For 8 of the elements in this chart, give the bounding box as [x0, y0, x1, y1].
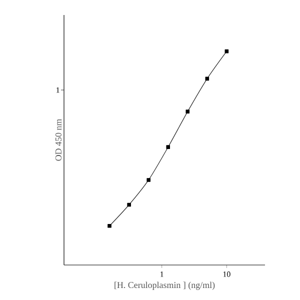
x-axis-title: [H. Ceruloplasmin ] (ng/ml)	[114, 282, 215, 290]
point	[108, 224, 112, 228]
point	[146, 178, 150, 182]
point	[186, 110, 190, 114]
y-axis-title: OD 450 nm	[55, 118, 62, 161]
point	[205, 76, 210, 81]
point	[166, 145, 170, 149]
point	[127, 202, 131, 207]
